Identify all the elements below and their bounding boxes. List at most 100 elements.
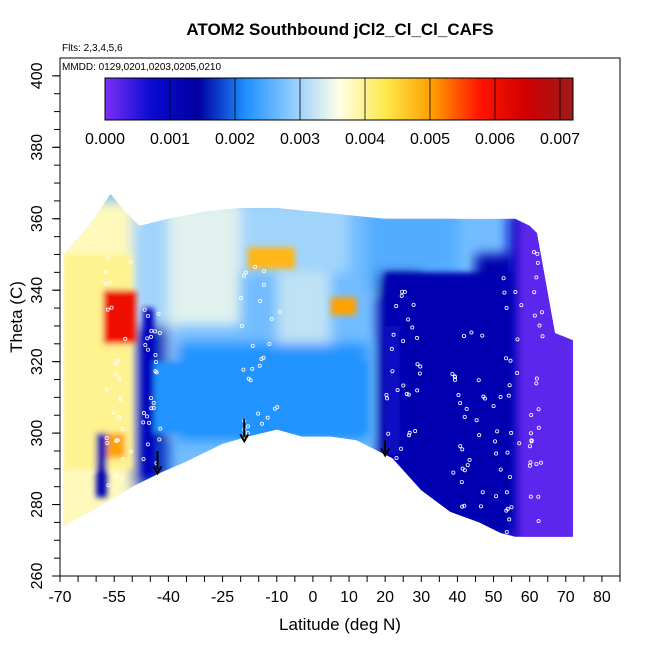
x-tick-label: 30 xyxy=(412,589,430,606)
x-tick-label: -40 xyxy=(157,589,180,606)
track-dot xyxy=(536,494,541,499)
track-dot xyxy=(462,414,467,419)
x-tick-label: -55 xyxy=(103,589,126,606)
colorbar-tick-label: 0.002 xyxy=(215,131,255,148)
track-dot xyxy=(239,323,244,328)
y-tick-label: 340 xyxy=(29,277,46,304)
track-dot xyxy=(400,289,405,294)
track-dot xyxy=(539,310,544,315)
track-dot xyxy=(145,442,150,447)
track-dot xyxy=(536,425,541,430)
track-dot xyxy=(507,383,512,388)
x-tick-label: 70 xyxy=(557,589,575,606)
track-dot xyxy=(415,388,420,393)
track-dot xyxy=(117,377,122,382)
track-dot xyxy=(418,364,423,369)
x-tick-label: 0 xyxy=(308,589,317,606)
x-tick-label: -10 xyxy=(265,589,288,606)
y-tick-label: 300 xyxy=(29,420,46,447)
track-dot xyxy=(120,476,125,481)
track-dot xyxy=(450,371,455,376)
track-dot xyxy=(269,316,274,321)
track-dot xyxy=(460,466,465,471)
track-dot xyxy=(262,269,267,274)
track-dot xyxy=(407,430,412,435)
track-dot xyxy=(391,332,396,337)
track-dot xyxy=(149,328,154,333)
x-tick-label: 20 xyxy=(376,589,394,606)
track-dot xyxy=(478,504,483,509)
track-dot xyxy=(509,430,514,435)
heatmap-region xyxy=(103,290,136,344)
track-dot xyxy=(272,406,277,411)
track-dot xyxy=(120,457,125,462)
track-dot xyxy=(157,437,162,442)
track-dot xyxy=(105,441,110,446)
track-dot xyxy=(482,396,487,401)
track-dot xyxy=(153,360,158,365)
arrow-head xyxy=(152,465,163,476)
track-dot xyxy=(453,375,458,380)
track-dot xyxy=(118,395,123,400)
track-dot xyxy=(406,317,411,322)
track-dot xyxy=(505,450,510,455)
heatmap-region xyxy=(330,297,357,316)
track-dot xyxy=(114,438,119,443)
track-dot xyxy=(151,405,156,410)
track-dot xyxy=(515,370,520,375)
track-dot xyxy=(528,431,533,436)
colorbar-tick-label: 0.004 xyxy=(345,131,385,148)
colorbar-tick-label: 0.007 xyxy=(540,131,580,148)
track-dot xyxy=(157,331,162,336)
track-dot xyxy=(104,387,109,392)
flight-track-dots xyxy=(103,236,545,542)
heatmap-streak xyxy=(385,325,400,455)
track-dot xyxy=(241,273,246,278)
track-dot xyxy=(459,480,464,485)
track-dot xyxy=(114,372,119,377)
track-dot xyxy=(532,290,537,295)
track-dot xyxy=(517,441,522,446)
track-dot xyxy=(103,270,108,275)
track-dot xyxy=(494,451,499,456)
track-dot xyxy=(142,307,147,312)
chart-title: ATOM2 Southbound jCl2_Cl_Cl_CAFS xyxy=(186,20,493,39)
heatmap-streak xyxy=(96,433,107,498)
track-dot xyxy=(505,506,510,511)
track-dot xyxy=(519,303,524,308)
heatmap-streak xyxy=(428,361,443,505)
track-dot xyxy=(117,415,122,420)
track-dot xyxy=(474,418,479,423)
colorbar-gradient xyxy=(104,77,574,121)
track-dot xyxy=(502,290,507,295)
track-dot xyxy=(535,251,540,256)
track-dot xyxy=(535,260,540,265)
heatmap-detail-layer xyxy=(63,218,574,537)
track-dot xyxy=(415,335,420,340)
track-dot xyxy=(106,255,111,260)
track-dot xyxy=(508,358,513,363)
track-dot xyxy=(538,460,543,465)
flights-subtitle: Flts: 2,3,4,5,6 xyxy=(62,43,123,54)
track-dot xyxy=(258,299,263,304)
track-dot xyxy=(241,367,246,372)
track-dot xyxy=(149,406,154,411)
arrow-head xyxy=(380,448,391,458)
dates-subtitle: MMDD: 0129,0201,0203,0205,0210 xyxy=(62,62,221,73)
track-dot xyxy=(153,353,158,358)
y-tick-label: 360 xyxy=(29,205,46,232)
track-dot xyxy=(498,395,503,400)
track-dot xyxy=(277,310,282,315)
x-tick-label: 40 xyxy=(449,589,467,606)
heatmap-region xyxy=(106,433,126,459)
track-dot xyxy=(149,334,154,339)
plot-border xyxy=(59,57,621,577)
heatmap-streak xyxy=(143,308,154,476)
track-dot xyxy=(123,336,128,341)
track-dot xyxy=(146,420,151,425)
track-dot xyxy=(404,391,409,396)
track-dot xyxy=(145,336,150,341)
track-dot xyxy=(417,371,422,376)
x-tick-label: -25 xyxy=(211,589,234,606)
track-dot xyxy=(508,474,513,479)
